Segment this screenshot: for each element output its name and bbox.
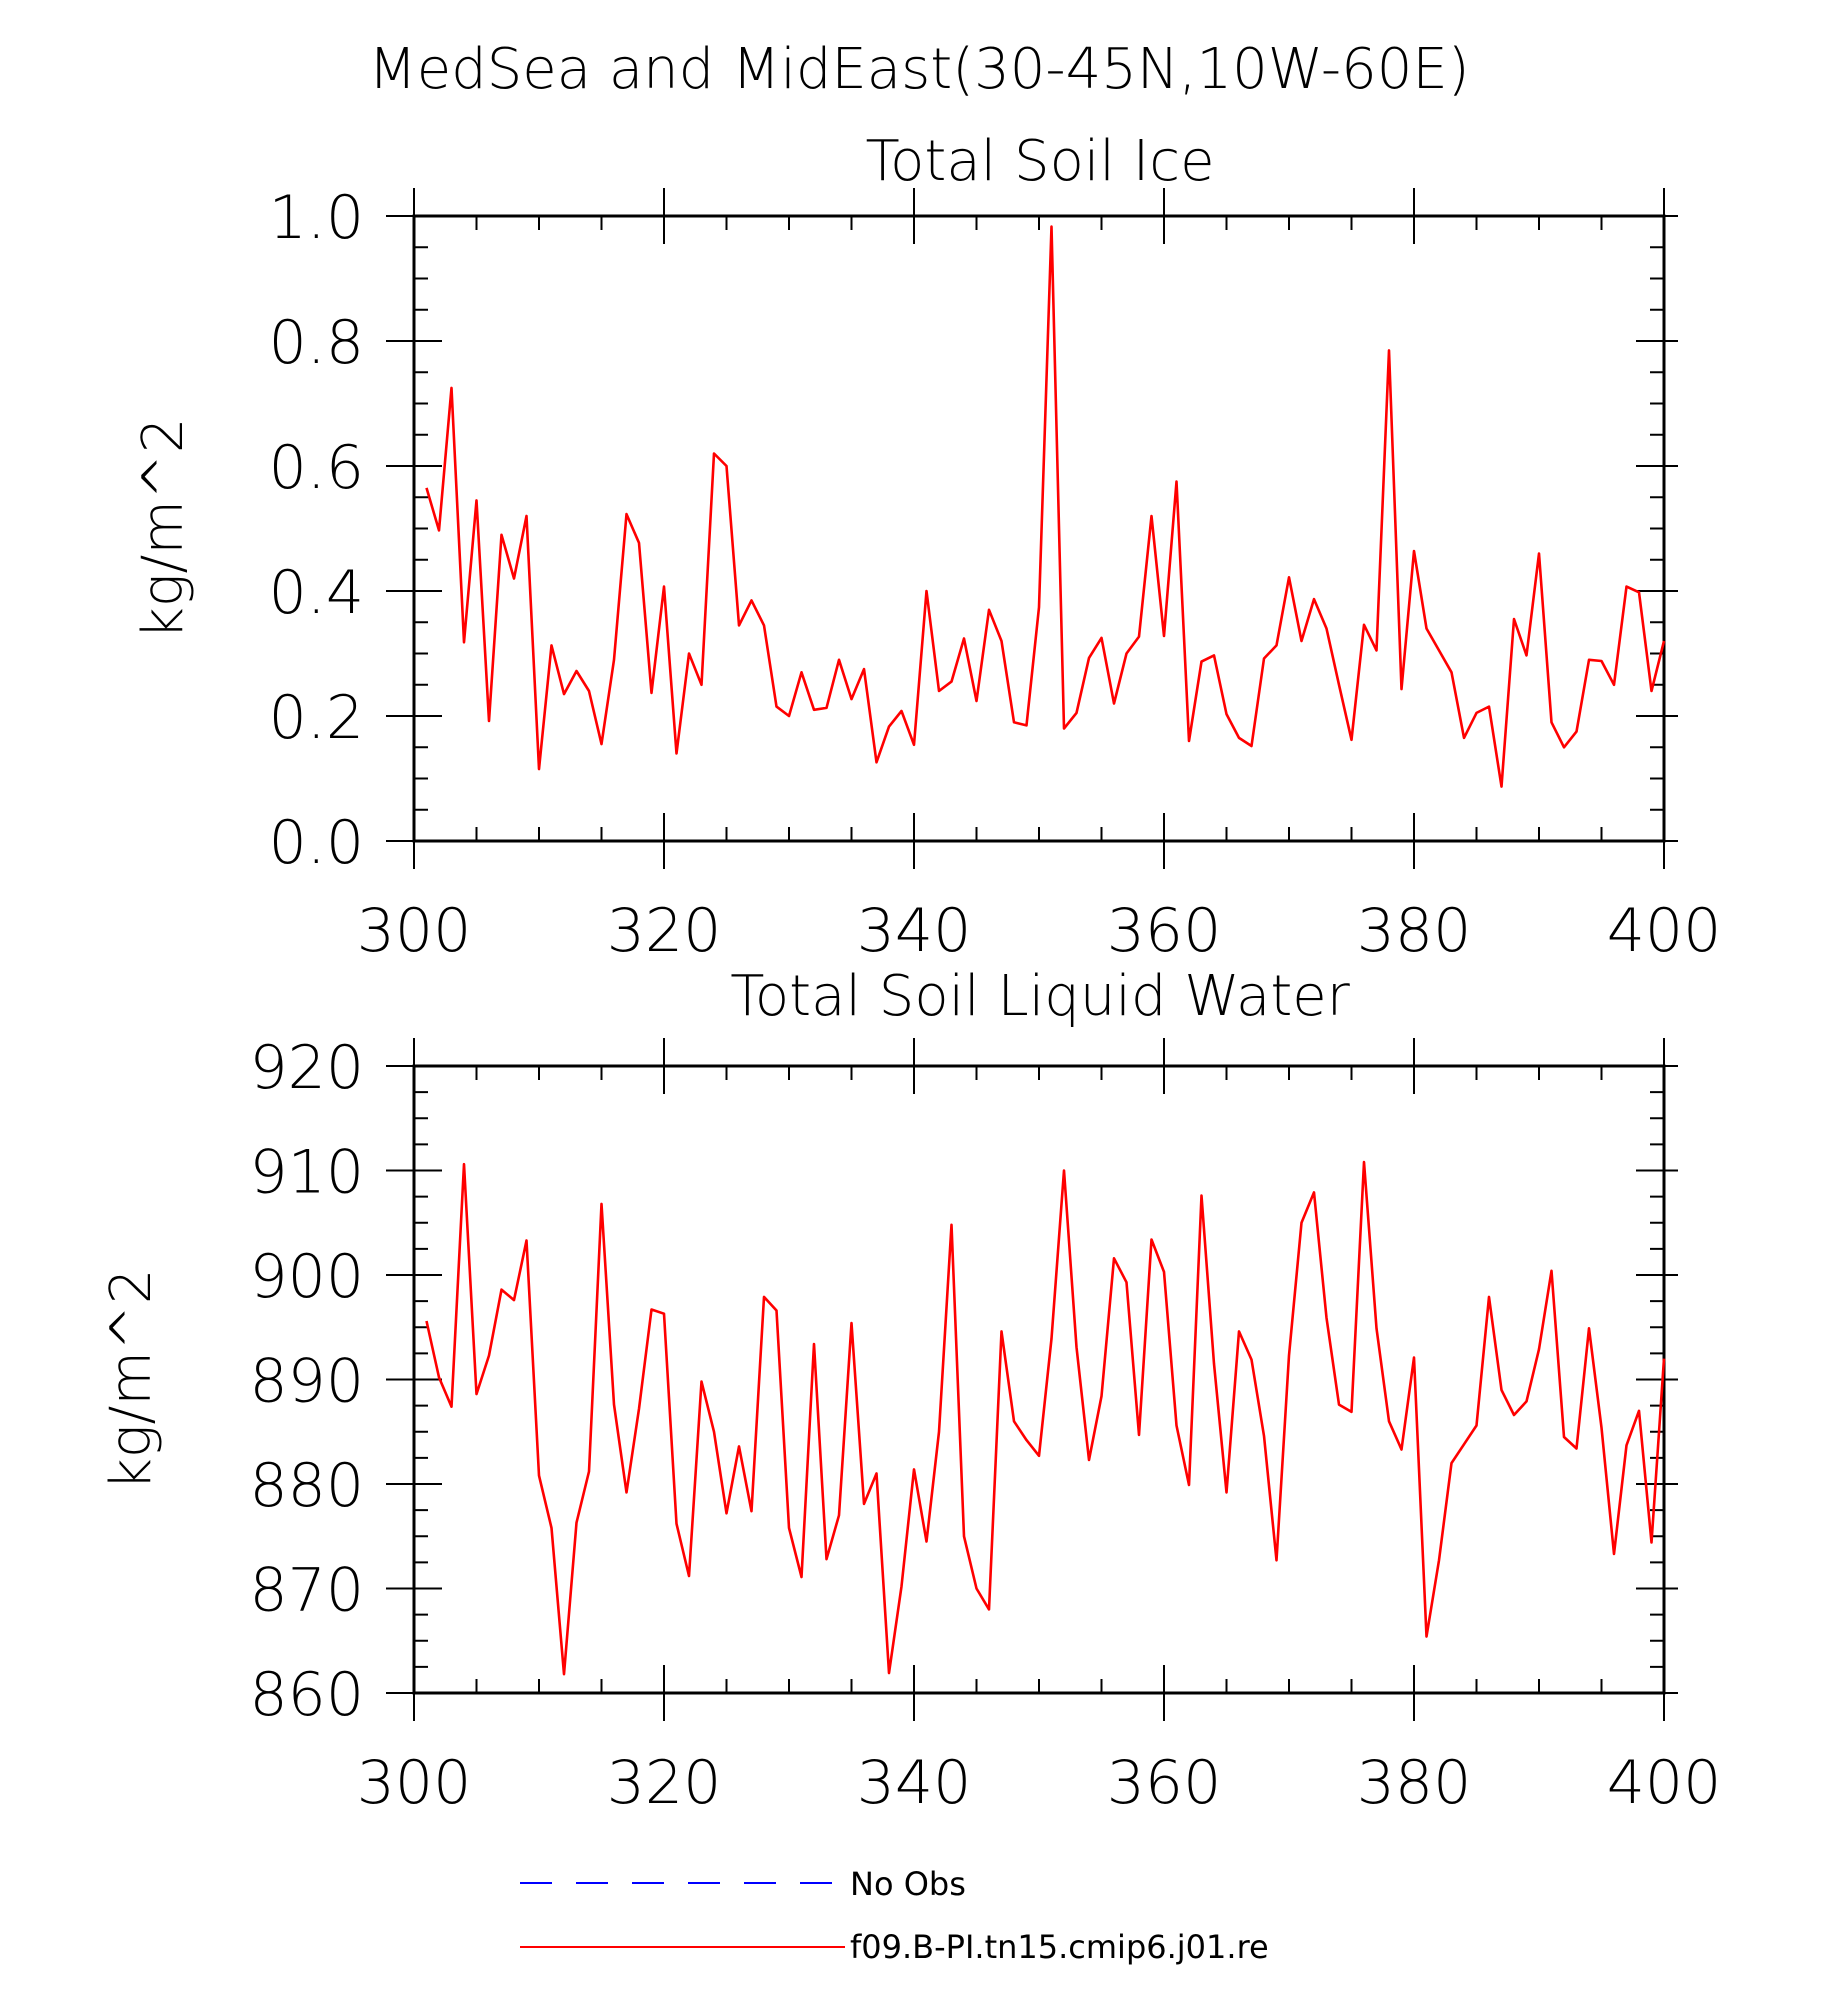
x-tick-label: 380 bbox=[1357, 1748, 1472, 1818]
x-tick-label: 340 bbox=[857, 896, 972, 966]
x-tick-label: 360 bbox=[1107, 896, 1222, 966]
legend-label-model: f09.B-PI.tn15.cmip6.j01.re bbox=[850, 1928, 1269, 1966]
series-line bbox=[425, 1160, 1666, 1676]
y-tick-label: 890 bbox=[249, 1347, 364, 1417]
y-tick-label: 860 bbox=[249, 1660, 364, 1730]
plot-frame bbox=[412, 1064, 1666, 1695]
y-axis-label: kg/m^2 bbox=[99, 1268, 164, 1490]
y-tick-label: 0.0 bbox=[269, 808, 364, 878]
x-tick-label: 380 bbox=[1357, 896, 1472, 966]
y-tick-label: 900 bbox=[249, 1242, 364, 1312]
chart-panel-1: Total Soil Ice kg/m^2 300 320 340 360 380 400 0.… bbox=[131, 129, 1721, 966]
x-tick-label: 300 bbox=[357, 896, 472, 966]
y-tick-label: 0.6 bbox=[269, 433, 364, 503]
main-title: MedSea and MidEast(30-45N,10W-60E) bbox=[368, 37, 1469, 102]
y-tick-label: 920 bbox=[249, 1033, 364, 1103]
legend-label-no-obs: No Obs bbox=[850, 1865, 966, 1903]
y-tick-label: 0.8 bbox=[269, 308, 364, 378]
x-tick-label: 320 bbox=[607, 1748, 722, 1818]
y-tick-label: 880 bbox=[249, 1451, 364, 1521]
y-tick-label: 1.0 bbox=[269, 183, 364, 253]
panel-title: Total Soil Ice bbox=[865, 129, 1214, 194]
y-axis-label: kg/m^2 bbox=[131, 417, 196, 639]
x-tick-label: 320 bbox=[607, 896, 722, 966]
y-tick-label: 870 bbox=[249, 1556, 364, 1626]
x-tick-label: 400 bbox=[1607, 1748, 1722, 1818]
series-line bbox=[425, 225, 1666, 788]
y-tick-label: 0.4 bbox=[269, 558, 364, 628]
x-tick-label: 360 bbox=[1107, 1748, 1222, 1818]
plot-frame bbox=[412, 214, 1666, 843]
x-tick-label: 340 bbox=[857, 1748, 972, 1818]
x-tick-label: 300 bbox=[357, 1748, 472, 1818]
chart-panel-2: Total Soil Liquid Water kg/m^2 300 320 340 36… bbox=[99, 964, 1721, 1818]
x-tick-label: 400 bbox=[1607, 896, 1722, 966]
panel-title: Total Soil Liquid Water bbox=[730, 964, 1350, 1029]
legend: No Obs f09.B-PI.tn15.cmip6.j01.re bbox=[520, 1865, 1269, 1966]
y-tick-label: 0.2 bbox=[269, 683, 364, 753]
y-tick-label: 910 bbox=[249, 1138, 364, 1208]
